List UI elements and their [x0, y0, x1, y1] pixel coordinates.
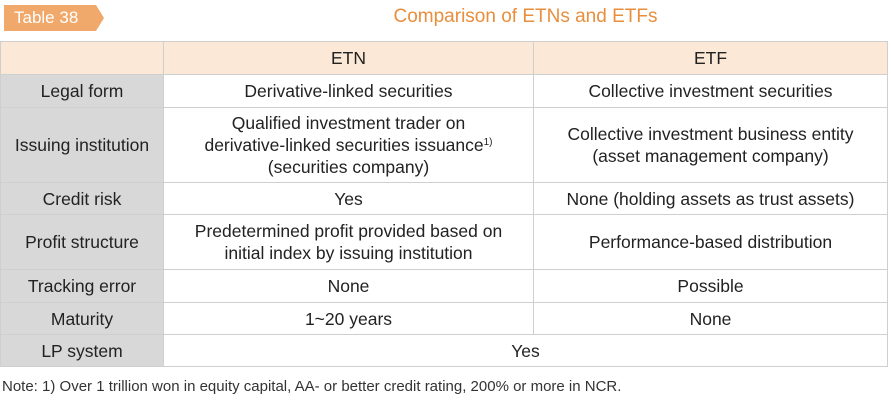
table-row: Maturity 1~20 years None — [0, 302, 888, 335]
row-label-maturity: Maturity — [0, 302, 164, 335]
table-row: Profit structure Predetermined profit pr… — [0, 214, 888, 270]
footnote: Note: 1) Over 1 trillion won in equity c… — [2, 378, 622, 395]
cell-line: derivative-linked securities issuance1) — [170, 134, 527, 156]
table-row: Issuing institution Qualified investment… — [0, 107, 888, 183]
cell-etn-credit-risk: Yes — [163, 182, 534, 215]
header-etn: ETN — [163, 41, 534, 75]
cell-lp-system-both: Yes — [163, 334, 888, 367]
row-label-lp-system: LP system — [0, 334, 164, 367]
cell-etf-tracking-error: Possible — [533, 269, 888, 303]
cell-etf-issuing-institution: Collective investment business entity (a… — [533, 107, 888, 183]
table-row: Legal form Derivative-linked securities … — [0, 74, 888, 108]
table-number-label: Table 38 — [14, 8, 79, 27]
header-row: ETN ETF — [0, 41, 888, 75]
header-etf: ETF — [533, 41, 888, 75]
cell-etn-maturity: 1~20 years — [163, 302, 534, 335]
table-title: Comparison of ETNs and ETFs — [393, 6, 658, 27]
cell-etf-maturity: None — [533, 302, 888, 335]
table-row: Credit risk Yes None (holding assets as … — [0, 182, 888, 215]
table-number-tag: Table 38 — [4, 5, 104, 31]
cell-etf-legal-form: Collective investment securities — [533, 74, 888, 108]
cell-line: (asset management company) — [592, 146, 829, 166]
cell-line: Qualified investment trader on — [231, 113, 466, 133]
footnote-marker: 1) — [483, 137, 493, 148]
cell-line: Predetermined profit provided based on — [194, 221, 503, 241]
row-label-tracking-error: Tracking error — [0, 269, 164, 303]
row-label-profit-structure: Profit structure — [0, 214, 164, 270]
cell-etn-tracking-error: None — [163, 269, 534, 303]
cell-etn-legal-form: Derivative-linked securities — [163, 74, 534, 108]
cell-etn-profit-structure: Predetermined profit provided based on i… — [163, 214, 534, 270]
cell-etf-credit-risk: None (holding assets as trust assets) — [533, 182, 888, 215]
row-label-issuing-institution: Issuing institution — [0, 107, 164, 183]
cell-line: (securities company) — [267, 157, 430, 177]
cell-line: Collective investment business entity — [567, 124, 854, 144]
table-row: Tracking error None Possible — [0, 269, 888, 303]
cell-etf-profit-structure: Performance-based distribution — [533, 214, 888, 270]
cell-text: derivative-linked securities issuance — [204, 135, 484, 155]
table-row: LP system Yes — [0, 334, 888, 367]
header-corner-cell — [0, 41, 164, 75]
row-label-credit-risk: Credit risk — [0, 182, 164, 215]
comparison-table: ETN ETF Legal form Derivative-linked sec… — [0, 41, 888, 367]
row-label-legal-form: Legal form — [0, 74, 164, 108]
cell-etn-issuing-institution: Qualified investment trader on derivativ… — [163, 107, 534, 183]
cell-line: initial index by issuing institution — [224, 243, 473, 263]
